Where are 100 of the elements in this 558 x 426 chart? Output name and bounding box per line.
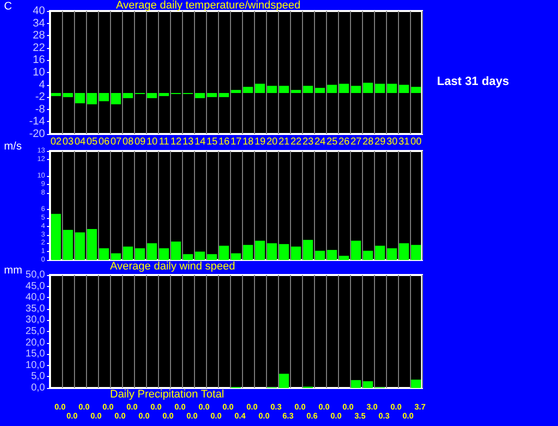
data-label: 0.0 xyxy=(390,402,402,412)
bar xyxy=(411,244,421,260)
x-tick-label: 25 xyxy=(326,136,338,148)
bar xyxy=(315,250,325,260)
data-label: 0.0 xyxy=(342,402,354,412)
bar xyxy=(99,93,109,102)
y-tick-label: 35,0 xyxy=(26,303,46,314)
x-tick-label: 03 xyxy=(62,136,74,148)
data-label: 0.0 xyxy=(162,412,174,420)
bar xyxy=(87,228,97,260)
data-label: 0.0 xyxy=(138,412,150,420)
bar xyxy=(279,86,289,93)
data-label: 0.6 xyxy=(306,412,318,420)
bar xyxy=(255,240,265,260)
y-tick-label: 40,0 xyxy=(26,292,46,304)
bar xyxy=(315,88,325,93)
bar xyxy=(279,244,289,260)
bar xyxy=(219,246,229,260)
bar xyxy=(267,243,277,260)
data-label: 3.7 xyxy=(414,402,426,412)
bar xyxy=(99,248,109,260)
bar xyxy=(87,93,97,104)
bar xyxy=(159,248,169,260)
bar xyxy=(111,93,121,104)
bar xyxy=(399,84,409,93)
bar xyxy=(291,90,301,93)
data-label: 0.4 xyxy=(234,412,246,420)
x-tick-label: 13 xyxy=(182,136,194,148)
bar xyxy=(63,93,73,98)
bar xyxy=(243,244,253,260)
y-tick-label: 22 xyxy=(32,42,45,54)
x-tick-label: 04 xyxy=(74,136,86,148)
bar xyxy=(351,86,361,93)
bar xyxy=(159,93,169,96)
x-tick-label: 12 xyxy=(170,136,182,148)
x-tick-label: 05 xyxy=(86,136,98,148)
x-tick-label: 02 xyxy=(50,136,62,148)
y-axis-title: C xyxy=(4,0,12,12)
bar xyxy=(75,232,85,260)
bar xyxy=(51,93,61,96)
bar xyxy=(207,254,217,260)
bar xyxy=(195,252,205,260)
bar xyxy=(75,93,85,104)
y-tick-label: 28 xyxy=(32,30,45,42)
bar xyxy=(171,242,181,260)
y-tick-label: 15,0 xyxy=(26,348,46,360)
data-label: 0.0 xyxy=(246,402,258,412)
bar xyxy=(243,86,253,93)
data-label: 0.0 xyxy=(222,402,234,412)
data-label: 0.0 xyxy=(90,412,102,420)
x-tick-label: 14 xyxy=(194,136,206,148)
data-label: 0.0 xyxy=(102,402,114,412)
chart-title: Average daily temperature/windspeed xyxy=(116,0,300,12)
data-label: 0.0 xyxy=(126,402,138,412)
x-axis-title: Daily Precipitation Total xyxy=(110,388,224,400)
x-tick-label: 24 xyxy=(314,136,326,148)
bar xyxy=(135,248,145,260)
bar xyxy=(339,84,349,93)
data-label: 0.0 xyxy=(174,402,186,412)
bar xyxy=(51,214,61,260)
x-tick-label: 00 xyxy=(410,136,422,148)
x-tick-label: 28 xyxy=(362,136,374,148)
data-label: 0.0 xyxy=(330,412,342,420)
y-tick-label: 20,0 xyxy=(26,337,46,348)
data-label: 0.0 xyxy=(198,402,210,412)
y-tick-label: 40 xyxy=(32,5,45,17)
bar xyxy=(375,246,385,260)
x-tick-label: 19 xyxy=(254,136,266,148)
y-tick-label: -2 xyxy=(35,91,45,104)
y-tick-label: -20 xyxy=(29,128,45,140)
bar xyxy=(411,86,421,93)
x-tick-label: 29 xyxy=(374,136,386,148)
data-label: 0.3 xyxy=(378,412,390,420)
y-tick-label: -14 xyxy=(29,116,45,128)
data-label: 0.0 xyxy=(114,412,126,420)
bar xyxy=(147,243,157,260)
bar xyxy=(327,250,337,260)
data-label: 3.0 xyxy=(366,402,378,412)
bar xyxy=(387,84,397,93)
bar xyxy=(255,84,265,93)
bar xyxy=(351,240,361,260)
bar xyxy=(363,82,373,93)
data-label: 0.0 xyxy=(210,412,222,420)
x-tick-label: 09 xyxy=(134,136,146,148)
data-label: 0.0 xyxy=(258,412,270,420)
data-label: 6.3 xyxy=(282,412,294,420)
data-label: 0.0 xyxy=(150,402,162,412)
bar xyxy=(411,380,421,388)
text: Last 31 days xyxy=(437,74,510,88)
bar xyxy=(123,246,133,260)
bar xyxy=(183,254,193,260)
bar xyxy=(291,246,301,260)
y-tick-label: 45,0 xyxy=(26,280,46,292)
x-tick-label: 27 xyxy=(350,136,362,148)
x-tick-label: 26 xyxy=(338,136,350,148)
data-label: 0.0 xyxy=(54,402,66,412)
y-axis-title: m/s xyxy=(4,140,22,152)
bar xyxy=(195,93,205,98)
bar xyxy=(339,256,349,260)
x-tick-label: 06 xyxy=(98,136,110,148)
